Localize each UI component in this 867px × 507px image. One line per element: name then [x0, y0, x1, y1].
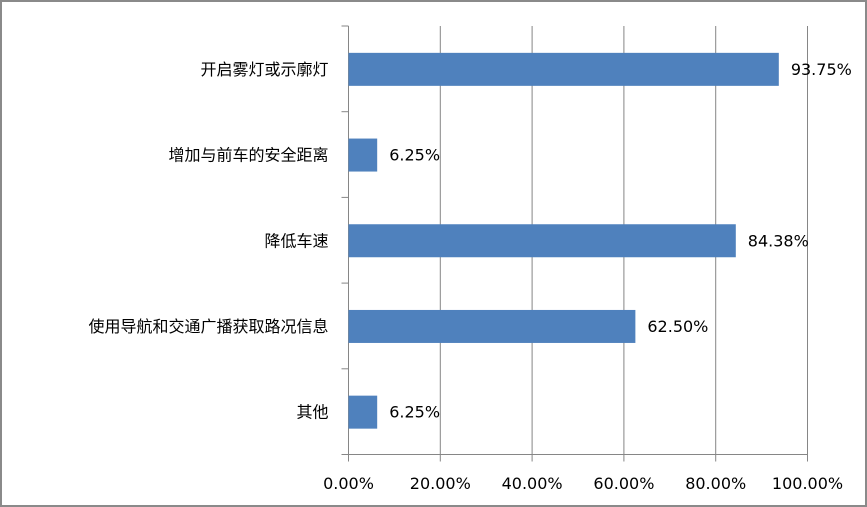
bar: [348, 52, 779, 86]
x-tick-label: 40.00%: [502, 474, 563, 493]
category-label: 降低车速: [264, 231, 328, 250]
bar: [348, 138, 378, 172]
category-label: 使用导航和交通广播获取路况信息: [88, 317, 328, 336]
bar: [348, 224, 736, 258]
data-label: 93.75%: [791, 60, 852, 79]
bar: [348, 395, 378, 429]
x-tick-label: 20.00%: [410, 474, 471, 493]
category-label: 其他: [296, 403, 328, 422]
x-tick-label: 0.00%: [323, 474, 374, 493]
x-tick-label: 100.00%: [772, 474, 843, 493]
category-label: 开启雾灯或示廓灯: [200, 60, 328, 79]
data-label: 84.38%: [748, 231, 809, 250]
category-label: 增加与前车的安全距离: [168, 146, 328, 165]
bar: [348, 309, 636, 343]
x-tick-label: 60.00%: [593, 474, 654, 493]
data-label: 6.25%: [389, 403, 440, 422]
x-tick-label: 80.00%: [685, 474, 746, 493]
data-label: 62.50%: [647, 317, 708, 336]
data-label: 6.25%: [389, 146, 440, 165]
